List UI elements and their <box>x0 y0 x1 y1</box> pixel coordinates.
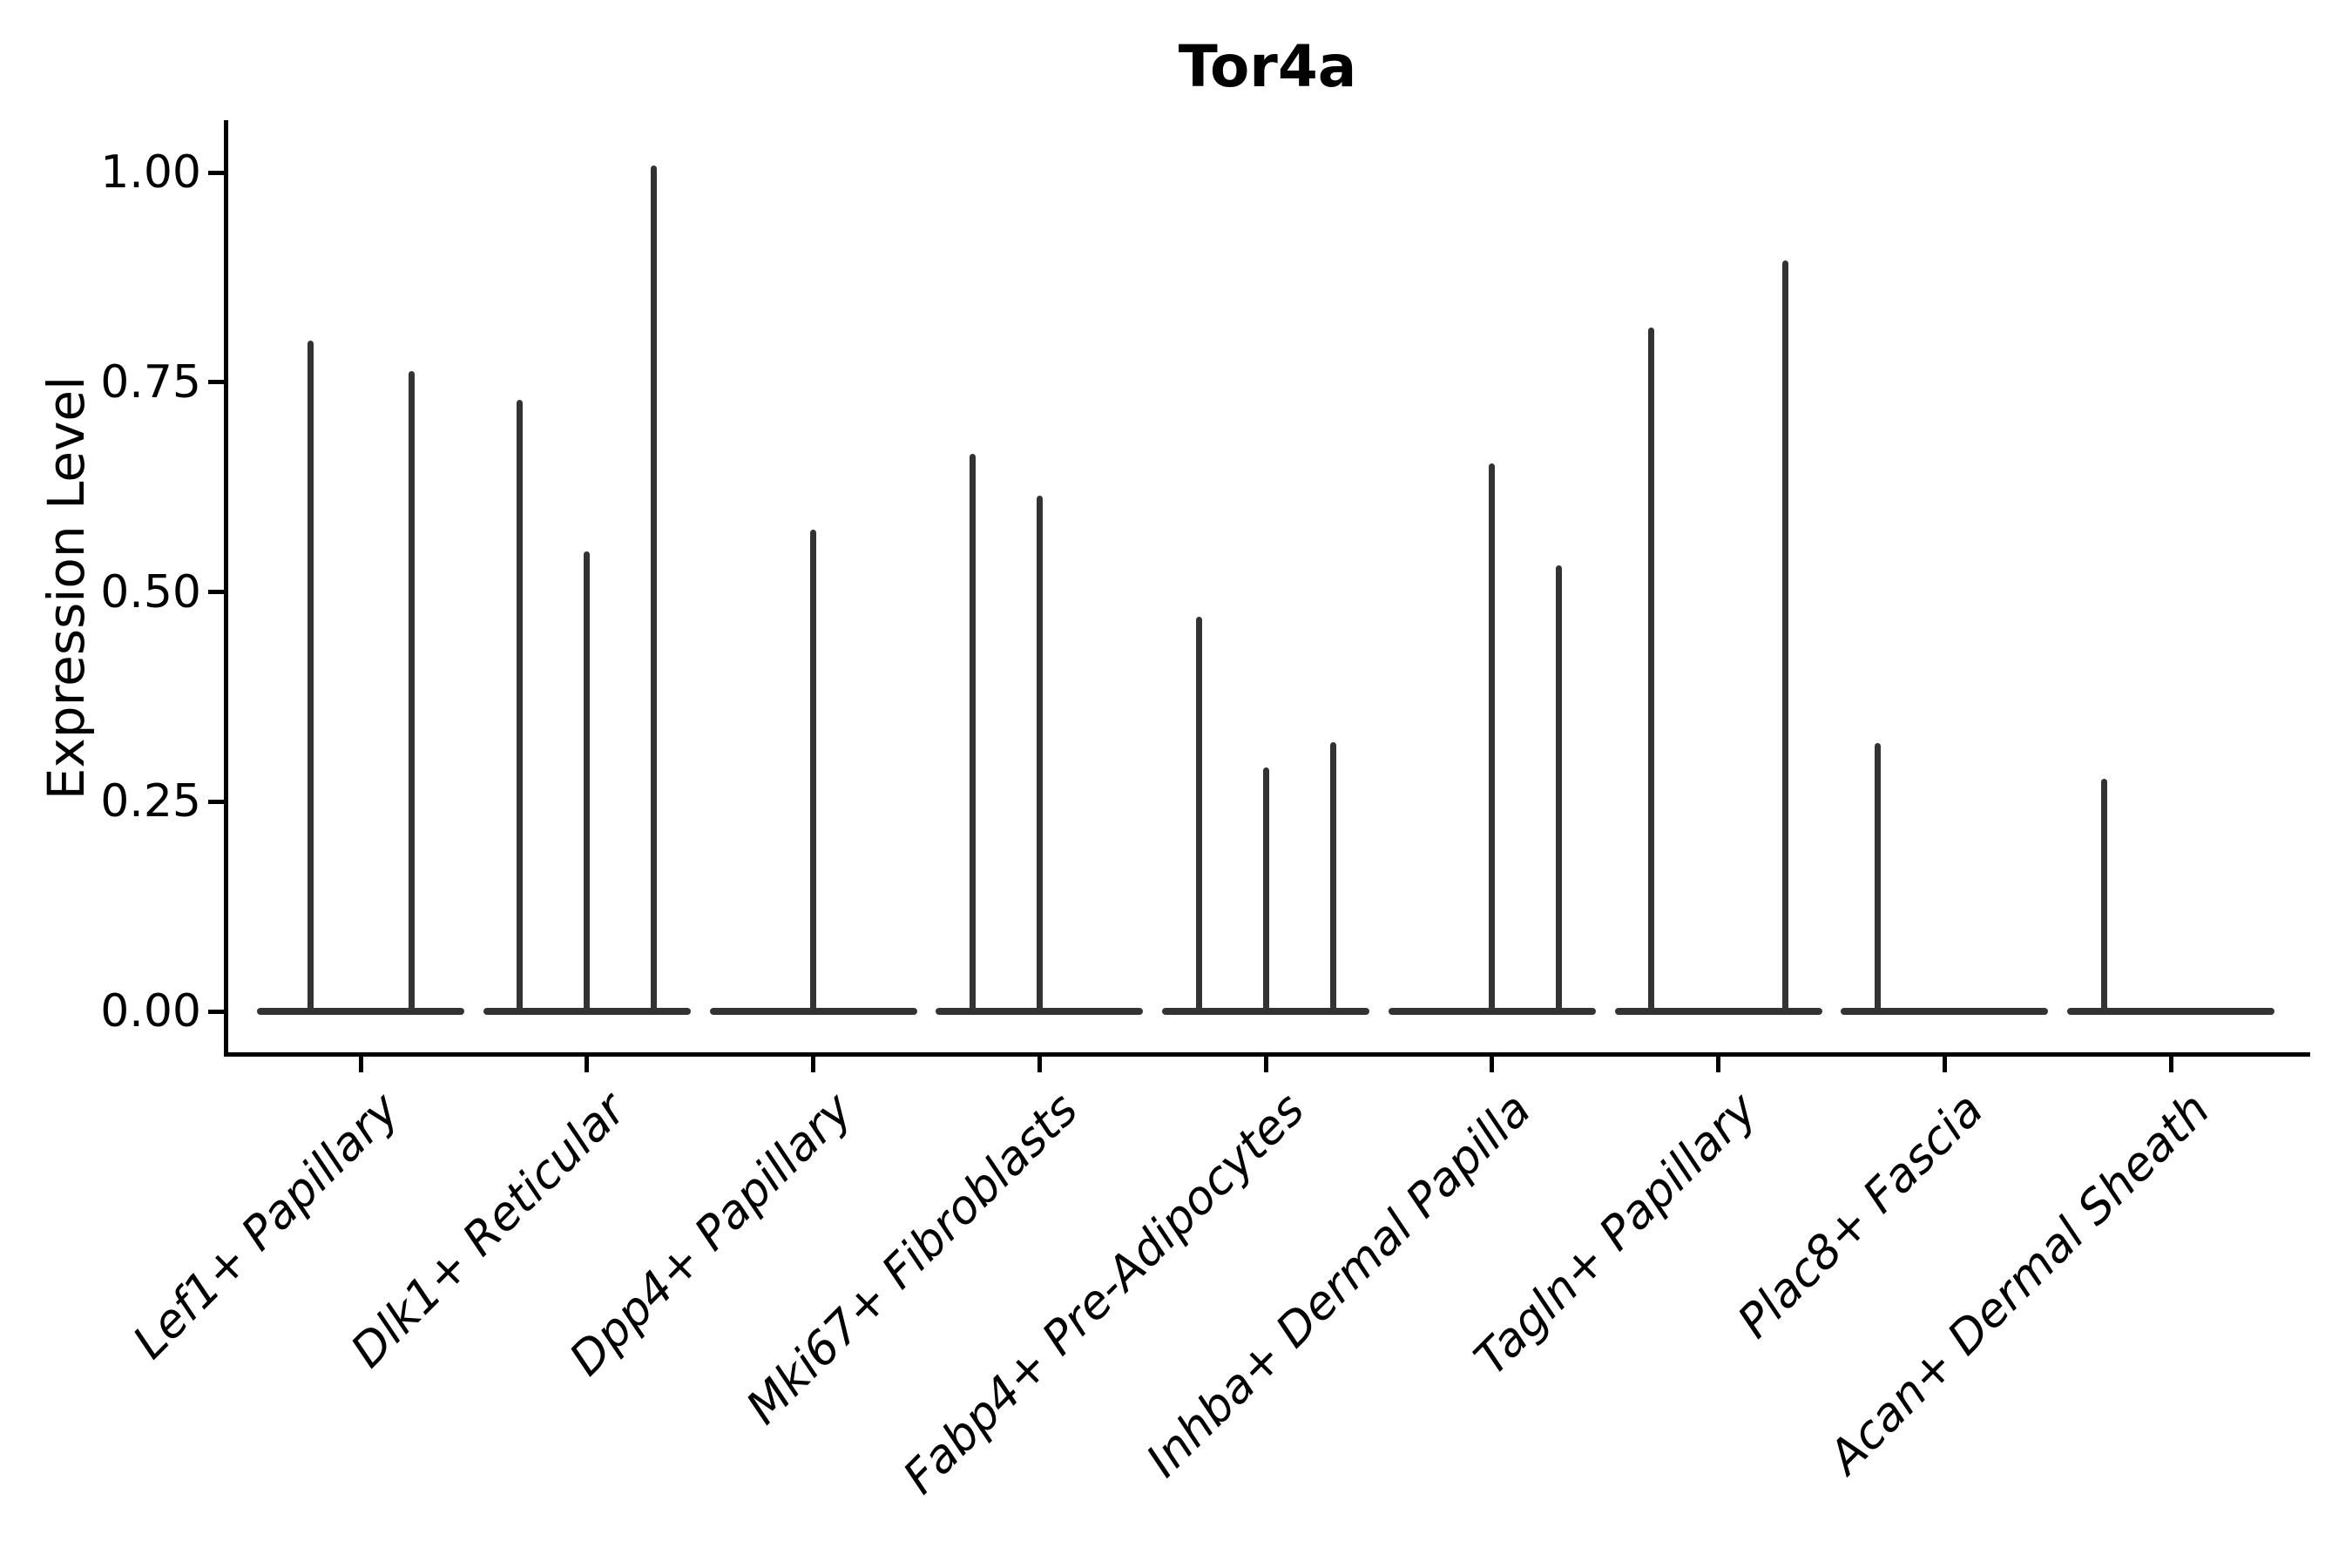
y-tick-label: 0.25 <box>100 775 201 828</box>
violin-spike <box>1489 463 1496 1013</box>
violin-spike <box>517 399 524 1013</box>
y-tick-mark <box>208 380 224 385</box>
chart-title: Tor4a <box>1178 33 1357 100</box>
violin-spike <box>1036 495 1043 1013</box>
y-tick-label: 0.50 <box>100 565 201 618</box>
x-tick-label: Plac8+ Fascia <box>1727 1083 1994 1349</box>
x-tick-mark <box>1716 1057 1720 1072</box>
violin-spike <box>408 371 415 1013</box>
x-tick-label: Inhba+ Dermal Papilla <box>1136 1083 1542 1488</box>
violin-spike <box>1556 564 1563 1013</box>
violin-spike <box>969 453 976 1013</box>
violin-spike <box>1195 617 1202 1013</box>
violin-baseline <box>1841 1008 2049 1015</box>
violin-baseline <box>1614 1008 1822 1015</box>
violin-spike <box>584 551 591 1013</box>
y-tick-label: 0.00 <box>100 985 201 1037</box>
violin-spike <box>2100 779 2107 1013</box>
violin-spike <box>1874 742 1881 1013</box>
x-tick-mark <box>1942 1057 1947 1072</box>
y-tick-mark <box>208 799 224 804</box>
violin-spike <box>1648 328 1654 1013</box>
y-axis-title: Expression Level <box>37 375 96 801</box>
y-tick-label: 1.00 <box>100 146 201 199</box>
y-tick-label: 0.75 <box>100 355 201 409</box>
x-tick-mark <box>1490 1057 1495 1072</box>
violin-spike <box>307 340 314 1013</box>
y-tick-mark <box>208 170 224 175</box>
violin-spike <box>1782 260 1788 1013</box>
y-axis-spine <box>224 120 228 1057</box>
violin-spike <box>1329 741 1336 1013</box>
violin-spike <box>651 166 658 1013</box>
x-tick-mark <box>811 1057 815 1072</box>
violin-spike <box>810 530 816 1013</box>
y-tick-mark <box>208 1009 224 1014</box>
x-tick-mark <box>585 1057 590 1072</box>
violin-baseline <box>2067 1008 2274 1015</box>
x-tick-mark <box>2168 1057 2173 1072</box>
x-tick-mark <box>1263 1057 1268 1072</box>
y-tick-mark <box>208 590 224 594</box>
x-tick-mark <box>358 1057 363 1072</box>
x-tick-label: Acan+ Dermal Sheath <box>1818 1083 2220 1484</box>
x-tick-label: Fabp4+ Pre-Adipocytes <box>893 1083 1315 1504</box>
violin-spike <box>1262 767 1269 1013</box>
x-axis-spine <box>224 1052 2310 1057</box>
x-tick-mark <box>1037 1057 1042 1072</box>
violin-baseline <box>257 1008 464 1015</box>
